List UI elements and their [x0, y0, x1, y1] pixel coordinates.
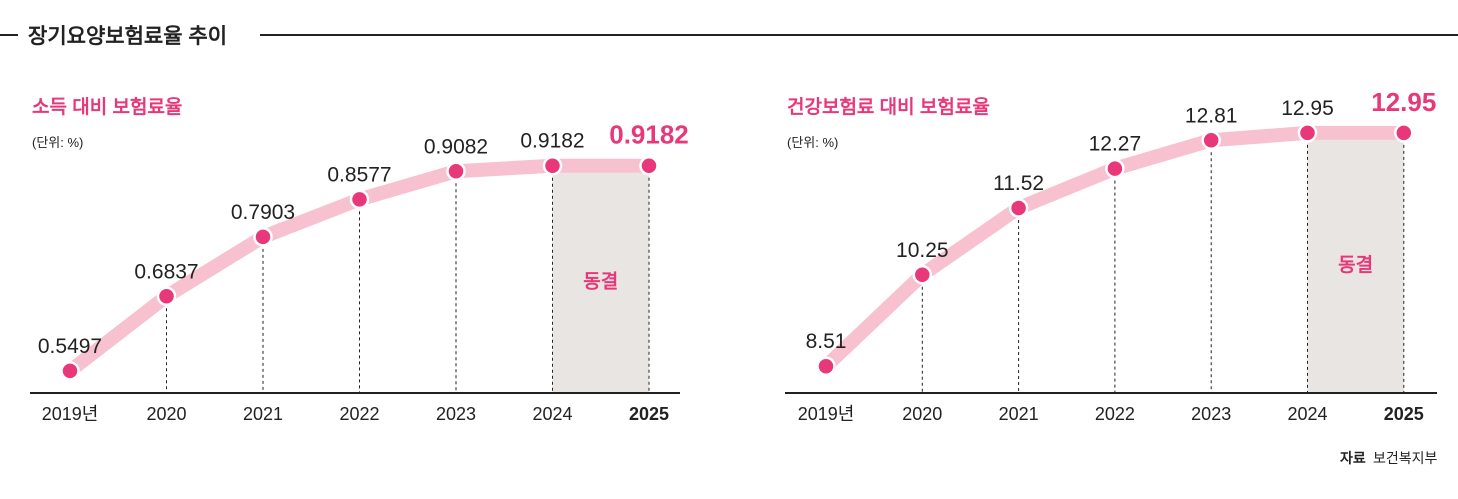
x-tick-label: 2024	[532, 404, 572, 424]
data-label: 0.9082	[424, 135, 488, 158]
x-tick-label: 2023	[436, 404, 476, 424]
x-tick-label: 2025	[629, 404, 669, 424]
x-tick-label: 2019년	[42, 404, 99, 424]
data-label: 0.6837	[134, 260, 198, 283]
chart-unit: (단위: %)	[32, 135, 83, 150]
data-label: 12.95	[1371, 87, 1436, 117]
x-tick-label: 2019년	[798, 404, 855, 424]
chart-title: 건강보험료 대비 보험료율	[787, 96, 990, 118]
x-tick-label: 2020	[902, 404, 942, 424]
x-tick-label: 2025	[1384, 404, 1424, 424]
frozen-region	[1307, 132, 1404, 393]
data-label: 12.81	[1185, 104, 1238, 127]
data-label: 0.5497	[38, 335, 102, 358]
data-point	[1008, 198, 1029, 218]
data-label: 12.27	[1089, 133, 1142, 156]
x-tick-label: 2023	[1191, 404, 1231, 424]
data-point	[912, 265, 933, 285]
data-point	[349, 189, 370, 210]
data-label: 8.51	[806, 330, 847, 353]
data-point	[156, 286, 177, 307]
data-point	[60, 361, 80, 381]
x-tick-label: 2021	[243, 404, 283, 424]
data-point	[816, 356, 836, 376]
source-value: 보건복지부	[1373, 450, 1438, 466]
chart-unit: (단위: %)	[787, 135, 838, 150]
data-label: 0.9182	[520, 130, 584, 153]
x-tick-label: 2022	[1095, 404, 1135, 424]
x-tick-label: 2021	[999, 404, 1039, 424]
x-tick-label: 2024	[1287, 404, 1327, 424]
data-point	[446, 161, 466, 182]
data-label: 0.8577	[327, 163, 391, 186]
header-title: 장기요양보험료율 추이	[28, 25, 227, 48]
data-point	[253, 227, 273, 247]
data-point	[639, 155, 659, 176]
data-point	[542, 155, 563, 176]
source-label: 자료	[1340, 450, 1366, 466]
x-tick-label: 2020	[146, 404, 186, 424]
frozen-region	[552, 165, 649, 393]
x-tick-label: 2022	[339, 404, 379, 424]
data-label: 11.52	[993, 172, 1044, 195]
data-label: 10.25	[896, 239, 949, 262]
chart-title: 소득 대비 보험료율	[32, 96, 182, 118]
data-label: 0.9182	[609, 120, 689, 150]
data-label: 0.7903	[231, 201, 295, 224]
data-point	[1105, 158, 1125, 179]
data-point	[1394, 123, 1414, 143]
data-label: 12.95	[1281, 97, 1334, 120]
data-point	[1297, 123, 1318, 143]
data-point	[1201, 130, 1221, 151]
frozen-label: 동결	[583, 270, 618, 292]
frozen-label: 동결	[1338, 254, 1373, 276]
